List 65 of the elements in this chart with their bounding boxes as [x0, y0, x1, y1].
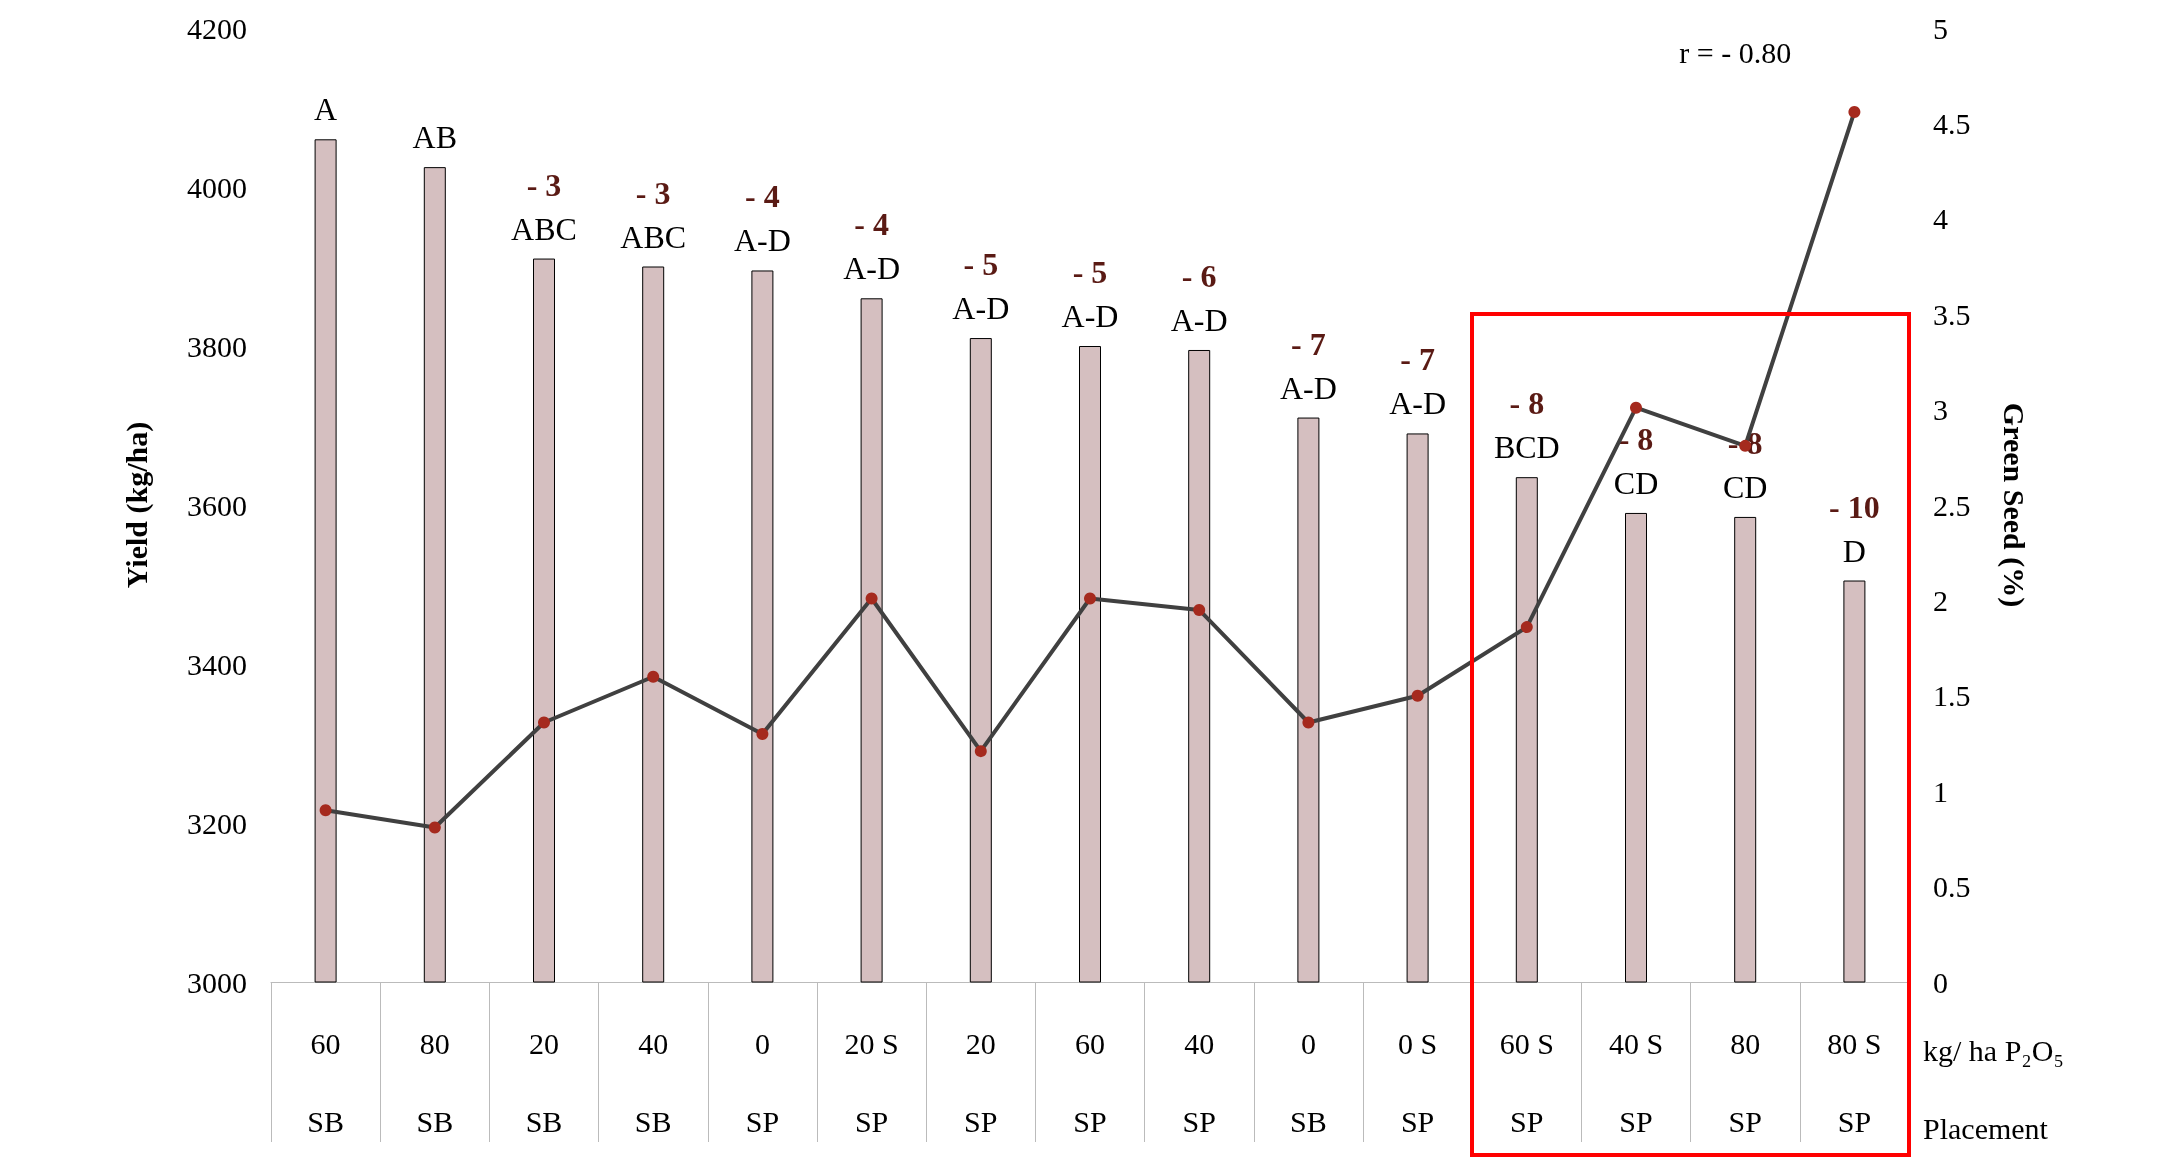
- y2-tick-label: 0: [1933, 965, 1948, 999]
- annotation: - 7: [1400, 341, 1435, 378]
- y2-tick-label: 2: [1933, 583, 1948, 617]
- annotation: A: [314, 91, 338, 128]
- annotation: A-D: [1170, 301, 1228, 338]
- annotation: - 4: [745, 178, 780, 215]
- y2-tick-label: 1.5: [1933, 679, 1971, 713]
- y-tick-label: 3400: [187, 647, 247, 681]
- annotation: A-D: [843, 250, 901, 287]
- annotation: A-D: [1389, 385, 1447, 422]
- category-label: 20 S SP: [844, 1026, 899, 1138]
- category-label: 20 SP: [964, 1026, 998, 1138]
- annotation: A-D: [952, 290, 1010, 327]
- annotation: - 5: [963, 246, 999, 283]
- y-tick-label: 3000: [187, 965, 247, 999]
- annotation: CD: [1722, 468, 1768, 505]
- y2-tick-label: 4.5: [1933, 106, 1971, 140]
- y2-tick-label: 4: [1933, 202, 1948, 236]
- y2-tick-label: 0.5: [1933, 870, 1971, 904]
- category-label: 80 SB: [416, 1026, 454, 1138]
- annotation: CD: [1613, 464, 1659, 501]
- annotation: - 3: [635, 174, 671, 211]
- category-label: 80 S SP: [1827, 1026, 1882, 1138]
- category-label: 0 SP: [745, 1026, 780, 1138]
- annotation: BCD: [1493, 429, 1560, 466]
- annotation: - 10: [1829, 488, 1880, 525]
- category-label: 60 SB: [307, 1026, 344, 1138]
- y2-tick-label: 1: [1933, 774, 1948, 808]
- category-label: 40 SP: [1182, 1026, 1216, 1138]
- category-label: 0 S SP: [1398, 1026, 1438, 1138]
- category-label: 60 S SP: [1499, 1026, 1554, 1138]
- y2-axis-title: Green Seed (%): [1996, 402, 2031, 608]
- annotation: - 3: [526, 166, 562, 203]
- annotation: - 6: [1181, 257, 1217, 294]
- annotation: A-D: [1061, 298, 1119, 334]
- y-axis-title: Yield (kg/ha): [119, 421, 154, 589]
- annotation: AB: [412, 119, 458, 156]
- annotation: ABC: [620, 218, 687, 255]
- y2-tick-label: 3: [1933, 393, 1948, 427]
- y-tick-label: 3800: [187, 329, 247, 363]
- annotation: - 5: [1072, 254, 1108, 290]
- y-tick-label: 4200: [187, 11, 247, 45]
- y-tick-label: 3200: [187, 806, 247, 840]
- category-label: 80 SP: [1728, 1026, 1762, 1138]
- y2-tick-label: 5: [1933, 11, 1948, 45]
- annotation: A-D: [1279, 369, 1337, 406]
- annotation: r = - 0.80: [1679, 35, 1792, 69]
- text: Placement: [1923, 1111, 2049, 1145]
- annotation: - 8: [1509, 385, 1545, 422]
- y-tick-label: 4000: [187, 170, 247, 204]
- annotation: ABC: [511, 210, 577, 247]
- category-label: 0 SB: [1290, 1026, 1327, 1138]
- y-tick-label: 3600: [187, 488, 247, 522]
- category-label: 60 SP: [1073, 1026, 1107, 1138]
- annotation: D: [1842, 532, 1866, 569]
- category-label: 40 S SP: [1608, 1026, 1664, 1138]
- annotation: - 7: [1291, 325, 1326, 362]
- category-label: 40 SB: [634, 1026, 672, 1138]
- category-label: 20 SB: [525, 1026, 563, 1138]
- y2-tick-label: 3.5: [1933, 297, 1971, 331]
- annotation: A-D: [733, 222, 791, 259]
- text: kg/ ha P₂O₅: [1923, 1033, 2064, 1067]
- annotation: - 4: [854, 206, 889, 243]
- annotation: - 8: [1618, 420, 1654, 457]
- y2-tick-label: 2.5: [1933, 488, 1971, 522]
